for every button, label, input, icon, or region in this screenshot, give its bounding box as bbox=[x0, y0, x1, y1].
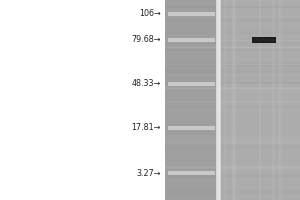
Bar bbox=[165, 28, 300, 29]
Bar bbox=[165, 82, 300, 84]
Bar bbox=[165, 109, 300, 111]
Bar bbox=[165, 133, 300, 137]
Bar bbox=[165, 104, 300, 105]
Bar bbox=[259, 0, 261, 200]
Bar bbox=[165, 166, 300, 169]
Bar bbox=[165, 87, 300, 89]
Bar bbox=[216, 0, 220, 200]
Bar bbox=[278, 0, 282, 200]
Bar bbox=[168, 38, 214, 42]
Bar bbox=[165, 71, 300, 73]
Bar bbox=[165, 139, 300, 141]
Bar bbox=[165, 178, 300, 181]
Bar bbox=[165, 43, 300, 44]
Bar bbox=[165, 175, 300, 178]
Bar bbox=[165, 68, 300, 71]
Bar bbox=[165, 0, 216, 200]
Bar bbox=[165, 43, 300, 45]
Bar bbox=[165, 172, 300, 175]
Bar bbox=[168, 82, 214, 86]
Bar bbox=[165, 133, 300, 135]
Bar bbox=[165, 47, 300, 48]
Bar bbox=[224, 0, 226, 200]
Bar bbox=[165, 109, 300, 113]
Bar bbox=[165, 16, 300, 18]
Bar bbox=[233, 0, 236, 200]
Bar bbox=[165, 62, 300, 64]
Bar bbox=[165, 170, 300, 172]
Bar bbox=[165, 177, 300, 179]
Bar bbox=[165, 65, 300, 67]
Text: 17.81→: 17.81→ bbox=[131, 123, 160, 132]
Bar bbox=[165, 31, 300, 34]
Bar bbox=[165, 172, 300, 174]
Bar bbox=[165, 166, 300, 168]
Bar bbox=[168, 12, 214, 16]
Bar bbox=[165, 43, 300, 46]
Bar bbox=[165, 136, 300, 139]
Bar bbox=[165, 145, 300, 149]
Bar bbox=[165, 109, 300, 113]
Bar bbox=[165, 101, 300, 103]
Bar bbox=[165, 19, 300, 22]
Bar bbox=[220, 0, 300, 200]
Bar bbox=[168, 126, 214, 130]
Bar bbox=[165, 177, 300, 181]
Bar bbox=[232, 0, 235, 200]
Text: 79.68→: 79.68→ bbox=[131, 36, 160, 45]
Bar bbox=[165, 127, 300, 128]
Bar bbox=[165, 192, 300, 194]
Text: 106→: 106→ bbox=[139, 9, 160, 19]
Bar bbox=[165, 88, 300, 89]
Bar bbox=[165, 6, 300, 8]
Bar bbox=[165, 141, 300, 144]
Bar bbox=[217, 0, 220, 200]
Bar bbox=[165, 81, 300, 83]
Bar bbox=[165, 40, 300, 43]
Bar bbox=[252, 37, 276, 43]
Bar bbox=[165, 46, 300, 48]
Bar bbox=[165, 41, 300, 44]
Bar bbox=[254, 39, 274, 41]
Bar bbox=[272, 0, 275, 200]
Text: 3.27→: 3.27→ bbox=[136, 168, 160, 178]
Bar bbox=[165, 49, 300, 51]
Bar bbox=[165, 77, 300, 80]
Bar bbox=[165, 190, 300, 192]
Bar bbox=[165, 64, 300, 66]
Bar bbox=[168, 171, 214, 175]
Text: 48.33→: 48.33→ bbox=[131, 79, 160, 88]
Bar bbox=[165, 106, 300, 108]
Bar bbox=[165, 0, 300, 200]
Bar bbox=[165, 172, 300, 174]
